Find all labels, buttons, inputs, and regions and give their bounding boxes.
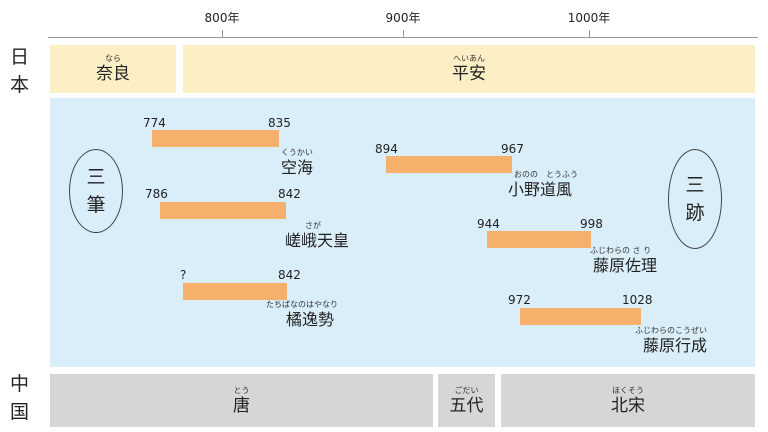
person-yukinari: ふじわらのこうぜい 藤原行成 — [635, 326, 707, 356]
lifespan-bar-ono — [386, 156, 512, 173]
start-year-kukai: 774 — [143, 116, 166, 130]
group-sanseki: 三 跡 — [668, 149, 722, 249]
era-northern-song-ruby: ほくそう — [612, 385, 644, 395]
start-year-saga: 786 — [145, 187, 168, 201]
ruby-kukai: くうかい — [281, 148, 313, 157]
ruby-sukemasa: ふじわらの さ り — [590, 246, 652, 255]
era-heian-ruby: へいあん — [453, 54, 485, 63]
ruby-ono: おのの とうふう — [514, 170, 578, 179]
group-sanpitsu-char-2: 筆 — [86, 194, 106, 216]
lifespan-bar-kukai — [152, 130, 279, 147]
person-ono: おのの とうふう 小野道風 — [508, 170, 578, 200]
name-sukemasa: 藤原佐理 — [593, 256, 658, 275]
end-year-kukai: 835 — [268, 116, 291, 130]
gridline-900 — [403, 30, 404, 38]
era-heian: へいあん 平安 — [183, 45, 755, 93]
start-year-ono: 894 — [375, 142, 398, 156]
end-year-ono: 967 — [501, 142, 524, 156]
name-tachibana: 橘逸勢 — [286, 310, 335, 329]
era-nara: なら 奈良 — [50, 45, 176, 93]
row-label-japan-text: 日本 — [10, 46, 30, 96]
name-yukinari: 藤原行成 — [643, 336, 708, 355]
name-saga: 嵯峨天皇 — [285, 231, 350, 250]
era-northern-song-name: 北宋 — [611, 395, 645, 416]
end-year-tachibana: 842 — [278, 268, 301, 282]
ruby-tachibana: たちばなのはやなり — [266, 300, 338, 309]
gridline-800 — [222, 30, 223, 38]
row-label-china-text: 中国 — [10, 373, 30, 423]
era-nara-ruby: なら — [105, 54, 121, 63]
start-year-tachibana: ? — [180, 268, 187, 282]
era-tang: とう 唐 — [50, 374, 433, 427]
era-five-dynasties: ごだい 五代 — [438, 374, 495, 427]
era-northern-song: ほくそう 北宋 — [501, 374, 755, 427]
ruby-yukinari: ふじわらのこうぜい — [635, 326, 707, 335]
lifespan-bar-tachibana — [183, 283, 287, 300]
row-label-japan: 日本 — [10, 43, 34, 99]
era-five-dynasties-name: 五代 — [449, 395, 484, 416]
ruby-saga: さが — [305, 221, 321, 230]
gridline-1000 — [589, 30, 590, 38]
group-sanseki-char-2: 跡 — [685, 202, 705, 224]
tick-label-900: 900年 — [385, 11, 421, 25]
row-label-china: 中国 — [10, 370, 34, 426]
lifespan-bar-sukemasa — [487, 231, 591, 248]
person-saga: さが 嵯峨天皇 — [285, 221, 349, 251]
era-nara-name: 奈良 — [96, 64, 130, 84]
name-ono: 小野道風 — [508, 180, 573, 199]
person-sukemasa: ふじわらの さ り 藤原佐理 — [590, 246, 657, 276]
end-year-sukemasa: 998 — [580, 217, 603, 231]
end-year-saga: 842 — [278, 187, 301, 201]
group-sanpitsu: 三 筆 — [69, 149, 123, 233]
start-year-yukinari: 972 — [508, 293, 531, 307]
group-sanseki-char-1: 三 — [685, 174, 705, 196]
person-kukai: くうかい 空海 — [281, 148, 313, 178]
name-kukai: 空海 — [281, 158, 314, 177]
group-sanpitsu-char-1: 三 — [86, 166, 106, 188]
tick-label-800: 800年 — [204, 11, 240, 25]
lifespan-bar-yukinari — [520, 308, 641, 325]
end-year-yukinari: 1028 — [622, 293, 653, 307]
start-year-sukemasa: 944 — [477, 217, 500, 231]
lifespan-bar-saga — [160, 202, 286, 219]
era-five-dynasties-ruby: ごだい — [454, 385, 479, 395]
era-tang-ruby: とう — [233, 385, 250, 395]
era-heian-name: 平安 — [452, 64, 486, 84]
person-tachibana: たちばなのはやなり 橘逸勢 — [266, 300, 338, 330]
era-tang-name: 唐 — [233, 395, 250, 416]
tick-label-1000: 1000年 — [567, 11, 611, 25]
